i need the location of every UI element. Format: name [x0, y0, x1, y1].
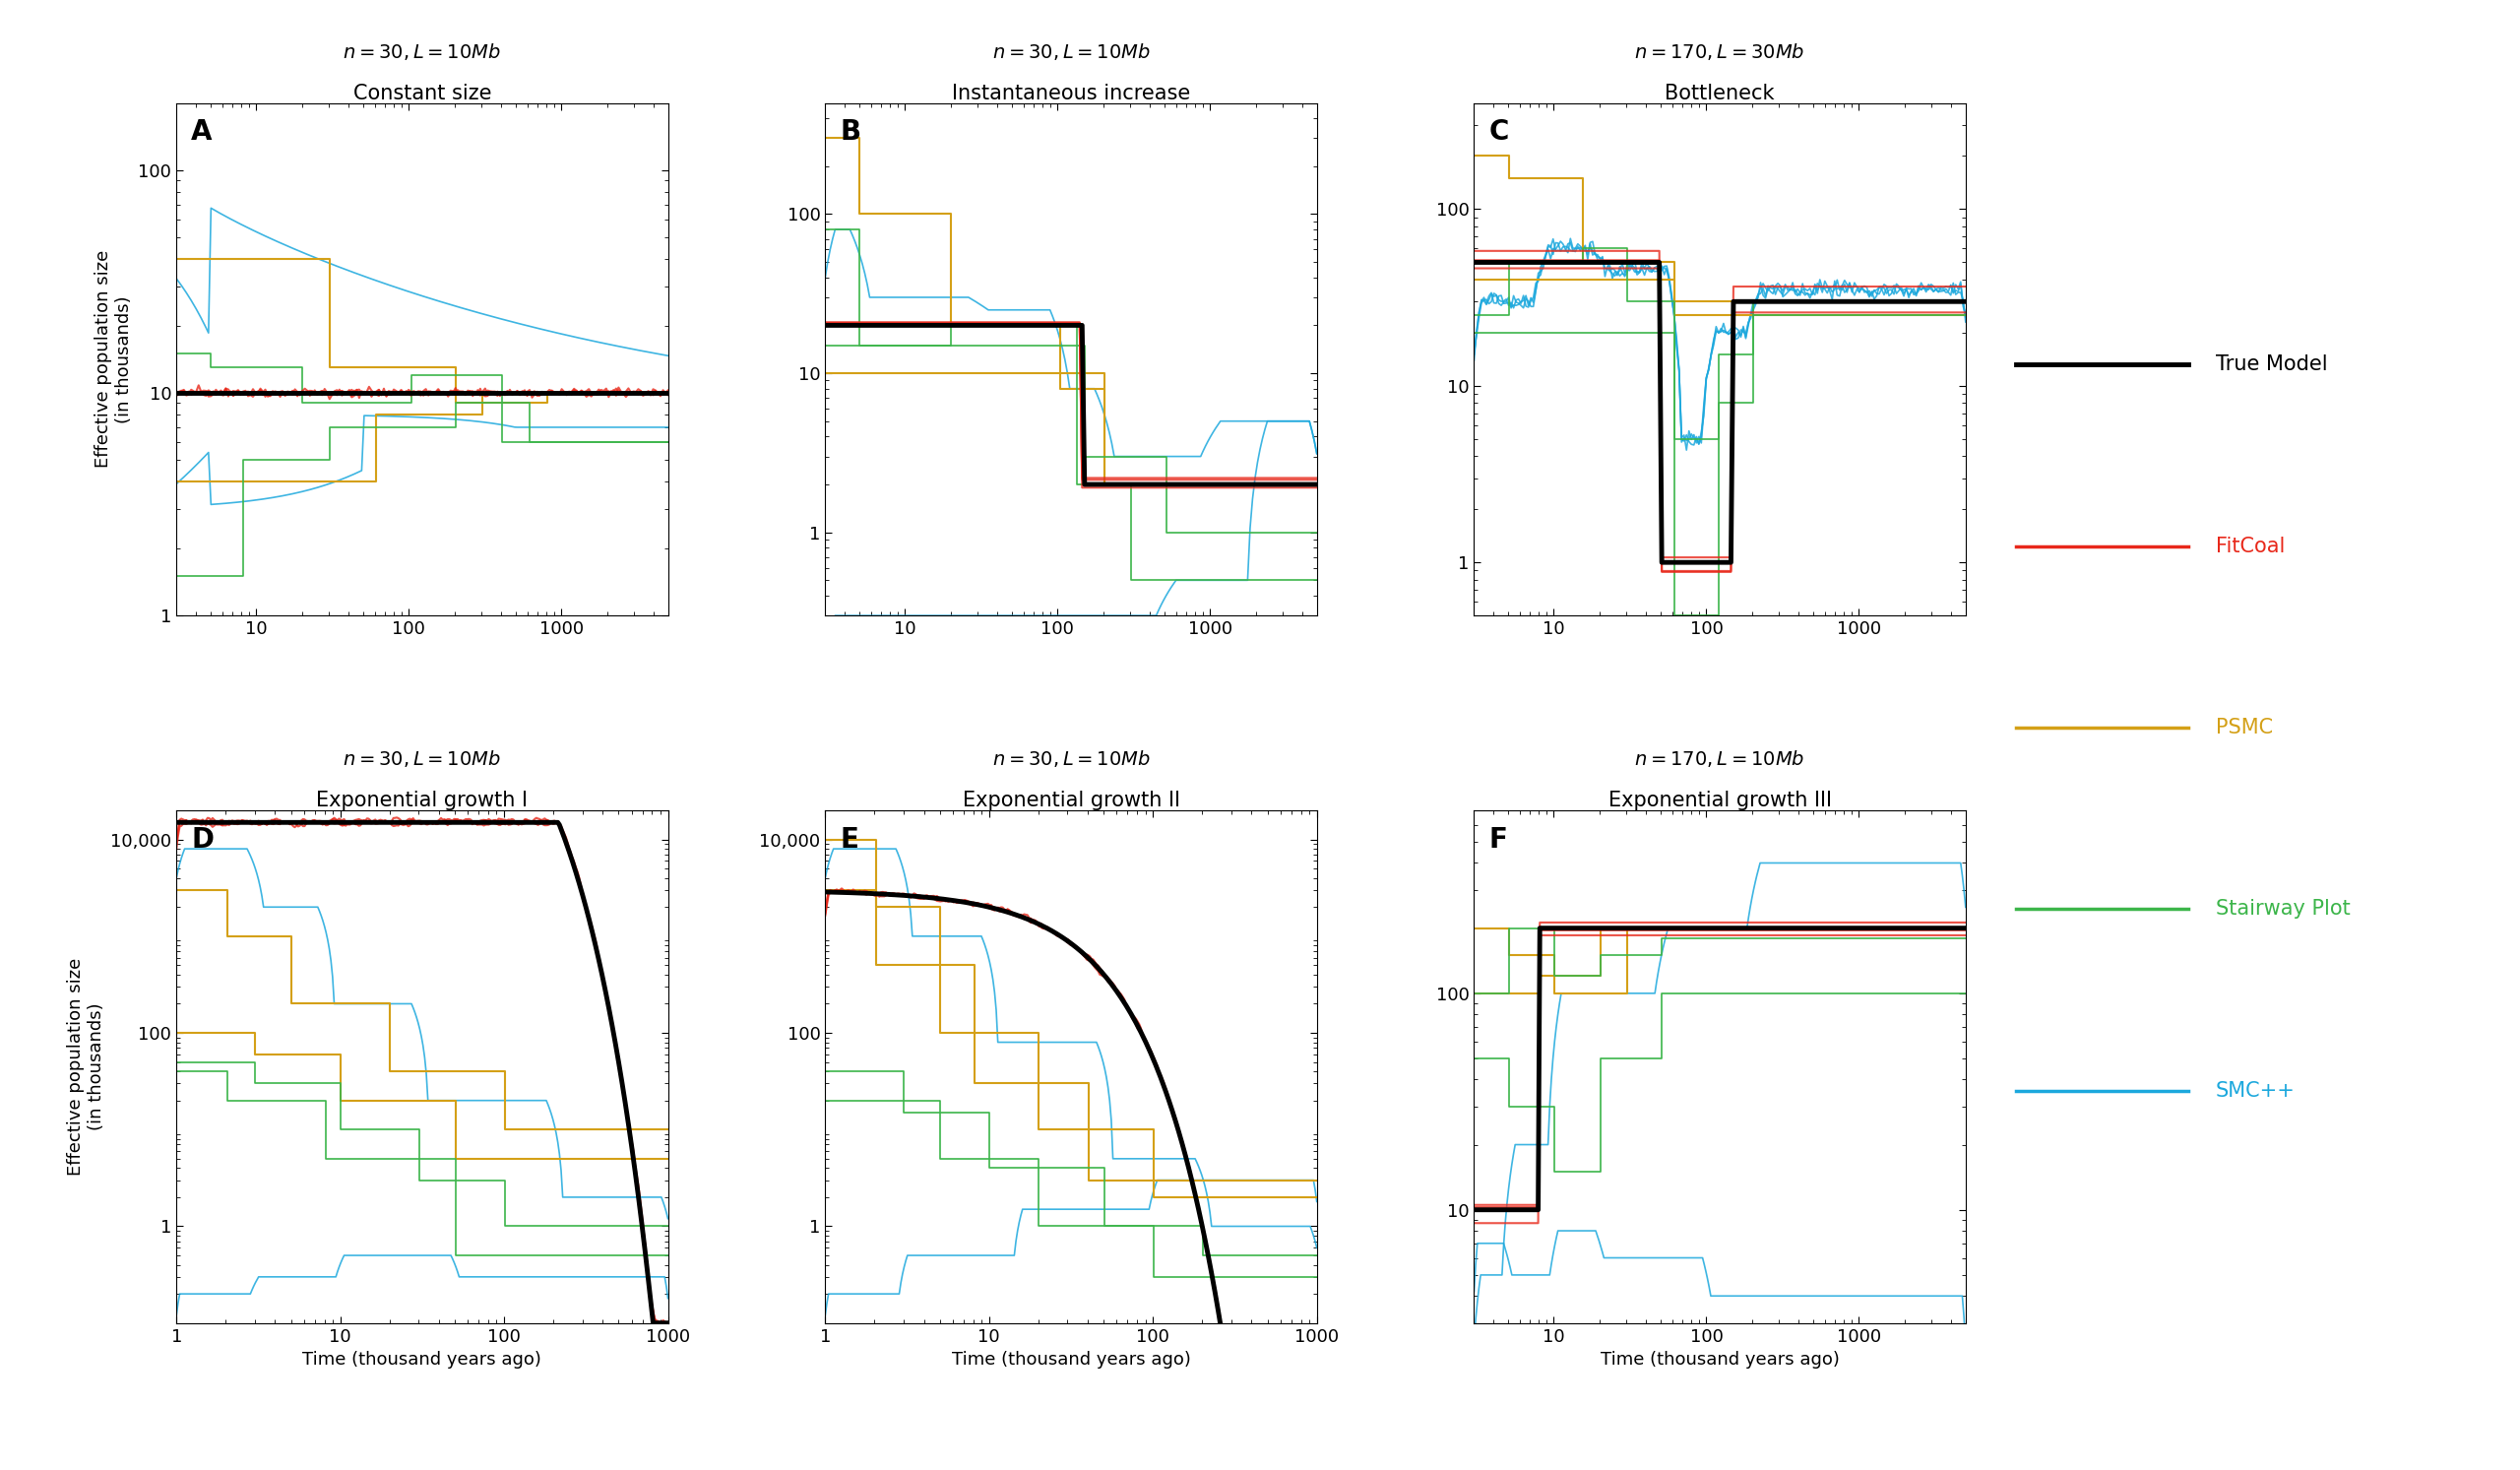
- Text: $\it{n = 170, L = 10 Mb}$: $\it{n = 170, L = 10 Mb}$: [1635, 748, 1804, 769]
- Text: SMC++: SMC++: [2215, 1080, 2296, 1101]
- Title: Bottleneck: Bottleneck: [1666, 84, 1774, 103]
- Text: E: E: [839, 826, 859, 853]
- Text: C: C: [1489, 118, 1509, 146]
- Title: Instantaneous increase: Instantaneous increase: [953, 84, 1189, 103]
- Text: $\it{n = 30, L = 10 Mb}$: $\it{n = 30, L = 10 Mb}$: [343, 41, 501, 62]
- Y-axis label: Effective population size
(in thousands): Effective population size (in thousands): [96, 250, 134, 467]
- X-axis label: Time (thousand years ago): Time (thousand years ago): [1600, 1351, 1840, 1369]
- X-axis label: Time (thousand years ago): Time (thousand years ago): [302, 1351, 542, 1369]
- Text: $\it{n = 30, L = 10 Mb}$: $\it{n = 30, L = 10 Mb}$: [343, 748, 501, 769]
- Text: $\it{n = 30, L = 10 Mb}$: $\it{n = 30, L = 10 Mb}$: [993, 41, 1149, 62]
- Title: Exponential growth I: Exponential growth I: [318, 791, 529, 810]
- Title: Constant size: Constant size: [353, 84, 491, 103]
- Text: True Model: True Model: [2215, 354, 2328, 375]
- Text: A: A: [192, 118, 212, 146]
- Text: F: F: [1489, 826, 1507, 853]
- X-axis label: Time (thousand years ago): Time (thousand years ago): [953, 1351, 1189, 1369]
- Text: $\it{n = 30, L = 10 Mb}$: $\it{n = 30, L = 10 Mb}$: [993, 748, 1149, 769]
- Text: FitCoal: FitCoal: [2215, 537, 2286, 556]
- Y-axis label: Effective population size
(in thousands): Effective population size (in thousands): [68, 958, 106, 1176]
- Text: B: B: [839, 118, 862, 146]
- Text: Stairway Plot: Stairway Plot: [2215, 900, 2351, 919]
- Text: D: D: [192, 826, 214, 853]
- Text: PSMC: PSMC: [2215, 717, 2273, 738]
- Text: $\it{n = 170, L = 30 Mb}$: $\it{n = 170, L = 30 Mb}$: [1635, 41, 1804, 62]
- Title: Exponential growth II: Exponential growth II: [963, 791, 1179, 810]
- Title: Exponential growth III: Exponential growth III: [1608, 791, 1832, 810]
